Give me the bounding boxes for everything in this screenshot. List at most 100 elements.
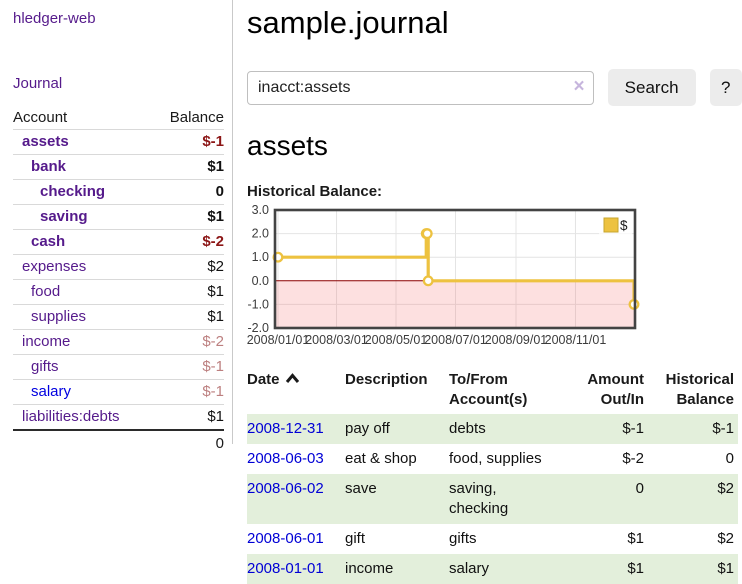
transaction-balance: $2 bbox=[717, 530, 734, 547]
date-column-label: Date bbox=[247, 371, 280, 388]
account-balance: $2 bbox=[152, 254, 224, 280]
account-row: expenses $2 bbox=[13, 254, 224, 280]
account-row: gifts $-1 bbox=[13, 354, 224, 380]
account-link[interactable]: salary bbox=[31, 383, 72, 400]
account-row: income $-2 bbox=[13, 329, 224, 355]
account-link[interactable]: expenses bbox=[22, 258, 87, 275]
transaction-date-link[interactable]: 2008-06-01 bbox=[247, 530, 324, 547]
account-balance: 0 bbox=[152, 179, 224, 205]
transaction-balance: 0 bbox=[725, 450, 734, 467]
table-row: 2008-06-02 save saving, checking 0 $2 bbox=[247, 474, 738, 524]
account-row: saving $1 bbox=[13, 204, 224, 230]
transaction-amount: $-2 bbox=[622, 450, 644, 467]
sidebar-item-journal[interactable]: Journal bbox=[13, 75, 63, 92]
page-title: sample.journal bbox=[247, 5, 449, 40]
search-input[interactable] bbox=[247, 70, 594, 105]
account-link[interactable]: liabilities:debts bbox=[22, 408, 120, 425]
account-balance: $1 bbox=[152, 154, 224, 180]
account-link[interactable]: cash bbox=[31, 233, 66, 250]
balance-column-header: Balance bbox=[169, 109, 224, 126]
account-link[interactable]: gifts bbox=[31, 358, 59, 375]
transaction-date-link[interactable]: 2008-01-01 bbox=[247, 560, 324, 577]
transaction-description: income bbox=[345, 560, 394, 577]
account-row: checking 0 bbox=[13, 179, 224, 205]
column-header-amount: Amount Out/In bbox=[587, 371, 644, 408]
transaction-description: eat & shop bbox=[345, 450, 417, 467]
account-link[interactable]: supplies bbox=[31, 308, 87, 325]
account-heading: assets bbox=[247, 130, 328, 161]
transaction-date-link[interactable]: 2008-12-31 bbox=[247, 420, 324, 437]
account-link[interactable]: assets bbox=[22, 133, 69, 150]
accounts-total-value: 0 bbox=[152, 429, 224, 457]
account-link[interactable]: bank bbox=[31, 158, 67, 175]
clear-search-icon[interactable]: × bbox=[573, 75, 585, 97]
table-row: 2008-06-01 gift gifts $1 $2 bbox=[247, 524, 738, 554]
transaction-amount: 0 bbox=[635, 480, 644, 497]
column-header-date[interactable]: Date bbox=[247, 368, 345, 414]
table-row: 2008-06-03 eat & shop food, supplies $-2 0 bbox=[247, 444, 738, 474]
account-row: cash $-2 bbox=[13, 229, 224, 255]
svg-text:3.0: 3.0 bbox=[252, 203, 269, 217]
svg-text:0.0: 0.0 bbox=[252, 274, 269, 288]
account-balance: $-1 bbox=[152, 129, 224, 155]
account-balance: $1 bbox=[152, 404, 224, 430]
account-row: supplies $1 bbox=[13, 304, 224, 330]
accounts-total-row: 0 bbox=[13, 429, 224, 457]
accounts-column-header: Account bbox=[13, 109, 68, 126]
transaction-accounts: saving, checking bbox=[449, 480, 509, 517]
transaction-description: pay off bbox=[345, 420, 390, 437]
svg-text:2008/05/01: 2008/05/01 bbox=[365, 333, 428, 347]
search-help-button[interactable]: ? bbox=[709, 69, 742, 106]
svg-text:2008/03/01: 2008/03/01 bbox=[305, 333, 368, 347]
search-button[interactable]: Search bbox=[607, 69, 696, 106]
svg-text:$: $ bbox=[620, 218, 628, 233]
account-row: liabilities:debts $1 bbox=[13, 404, 224, 430]
transaction-amount: $1 bbox=[627, 560, 644, 577]
svg-text:-1.0: -1.0 bbox=[247, 297, 269, 311]
chart-title: Historical Balance: bbox=[247, 183, 383, 200]
transaction-date-link[interactable]: 2008-06-03 bbox=[247, 450, 324, 467]
transaction-description: save bbox=[345, 480, 377, 497]
sidebar: hledger-web Journal Account Balance asse… bbox=[0, 0, 233, 457]
transaction-accounts: gifts bbox=[449, 530, 477, 547]
account-balance: $1 bbox=[152, 204, 224, 230]
app-brand-link[interactable]: hledger-web bbox=[13, 10, 96, 27]
transaction-balance: $1 bbox=[717, 560, 734, 577]
account-link[interactable]: income bbox=[22, 333, 71, 350]
transaction-accounts: food, supplies bbox=[449, 450, 542, 467]
transaction-description: gift bbox=[345, 530, 366, 547]
accounts-table-header: Account Balance bbox=[13, 108, 224, 130]
transaction-date-link[interactable]: 2008-06-02 bbox=[247, 480, 324, 497]
account-balance: $-1 bbox=[152, 354, 224, 380]
search-form: × Search ? bbox=[247, 69, 742, 106]
svg-text:2.0: 2.0 bbox=[252, 227, 269, 241]
account-row: assets $-1 bbox=[13, 129, 224, 155]
main-content: sample.journal × Search ? assets Histori… bbox=[247, 0, 742, 584]
svg-text:-2.0: -2.0 bbox=[247, 321, 269, 335]
chart-canvas[interactable]: $3.0 2.0 1.0 0.0 -1.0 -2.02008/01/012008/03/0… bbox=[240, 203, 740, 351]
transactions-table: Date Description To/From Account(s) Amou… bbox=[247, 368, 738, 584]
transaction-accounts: salary bbox=[449, 560, 490, 577]
transaction-accounts: debts bbox=[449, 420, 486, 437]
column-header-balance: Historical Balance bbox=[665, 371, 734, 408]
transaction-balance: $-1 bbox=[712, 420, 734, 437]
account-link[interactable]: saving bbox=[40, 208, 88, 225]
table-row: 2008-12-31 pay off debts $-1 $-1 bbox=[247, 414, 738, 444]
column-header-accounts: To/From Account(s) bbox=[449, 371, 528, 408]
account-rows: assets $-1 bank $1 checking 0 saving $1 cash $-2 e… bbox=[13, 129, 224, 430]
account-balance: $-2 bbox=[152, 229, 224, 255]
account-row: food $1 bbox=[13, 279, 224, 305]
account-balance: $-1 bbox=[152, 379, 224, 405]
transactions-header-row: Date Description To/From Account(s) Amou… bbox=[247, 368, 738, 414]
account-link[interactable]: food bbox=[31, 283, 61, 300]
historical-balance-chart[interactable]: $3.0 2.0 1.0 0.0 -1.0 -2.0 2008/01/01 2008/03/0… bbox=[240, 203, 740, 351]
accounts-table: Account Balance assets $-1 bank $1 checking 0… bbox=[13, 108, 224, 457]
transaction-amount: $-1 bbox=[622, 420, 644, 437]
transaction-rows: 2008-12-31 pay off debts $-1 $-1 2008-06-03 ea… bbox=[247, 414, 738, 584]
account-row: bank $1 bbox=[13, 154, 224, 180]
account-link[interactable]: checking bbox=[40, 183, 106, 200]
svg-text:2008/01/01: 2008/01/01 bbox=[247, 333, 310, 347]
table-row: 2008-01-01 income salary $1 $1 bbox=[247, 554, 738, 584]
svg-text:1.0: 1.0 bbox=[252, 250, 269, 264]
svg-text:2008/09/01: 2008/09/01 bbox=[485, 333, 548, 347]
